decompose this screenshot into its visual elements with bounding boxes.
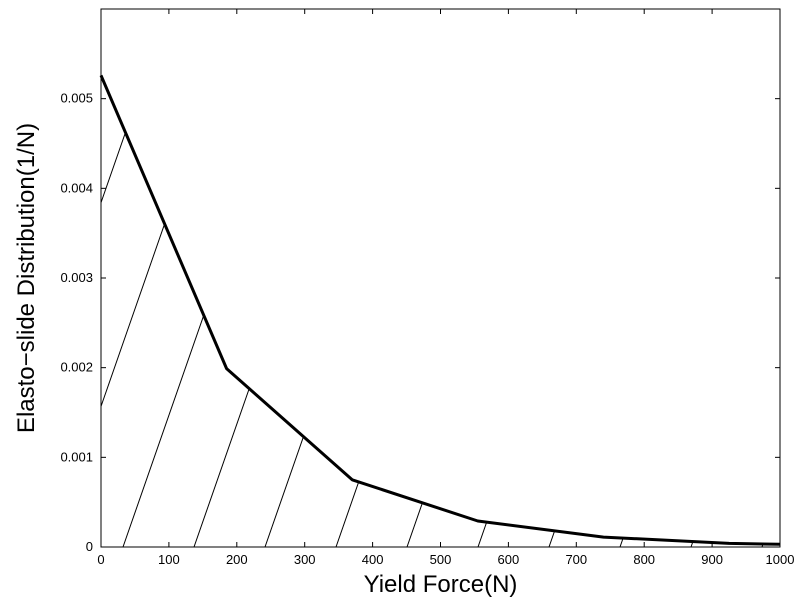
hatch-line xyxy=(335,75,567,548)
x-tick-label: 300 xyxy=(294,552,316,567)
x-tick-label: 900 xyxy=(701,552,723,567)
x-axis: 0 100 200 300 400 500 600 700 800 900 1000 xyxy=(97,9,794,567)
hatch-fill xyxy=(101,75,780,548)
y-tick-label: 0.005 xyxy=(60,91,93,106)
x-tick-label: 100 xyxy=(158,552,180,567)
x-tick-label: 700 xyxy=(565,552,587,567)
x-tick-label: 1000 xyxy=(766,552,795,567)
y-tick-label: 0.002 xyxy=(60,360,93,375)
y-tick-label: 0.003 xyxy=(60,270,93,285)
x-tick-label: 400 xyxy=(362,552,384,567)
y-tick-label: 0.001 xyxy=(60,449,93,464)
x-tick-label: 800 xyxy=(633,552,655,567)
y-tick-label: 0 xyxy=(86,539,93,554)
hatch-line xyxy=(690,75,780,548)
plot-frame xyxy=(100,8,781,548)
series-line xyxy=(99,74,781,546)
x-axis-title: Yield Force(N) xyxy=(364,571,518,598)
y-axis: 0 0.001 0.002 0.003 0.004 0.005 xyxy=(60,91,780,554)
y-axis-title: Elasto−slide Distribution(1/N) xyxy=(13,123,40,433)
hatch-line xyxy=(193,75,425,548)
hatch-line xyxy=(406,75,638,548)
x-tick-label: 500 xyxy=(430,552,452,567)
x-tick-label: 600 xyxy=(498,552,520,567)
hatch-line xyxy=(264,75,496,548)
hatch-line xyxy=(477,75,709,548)
x-tick-label: 200 xyxy=(226,552,248,567)
y-tick-label: 0.004 xyxy=(60,180,93,195)
hatch-line xyxy=(548,75,780,548)
hatch-line xyxy=(619,75,780,548)
hatch-line xyxy=(122,75,354,548)
x-tick-label: 0 xyxy=(97,552,104,567)
